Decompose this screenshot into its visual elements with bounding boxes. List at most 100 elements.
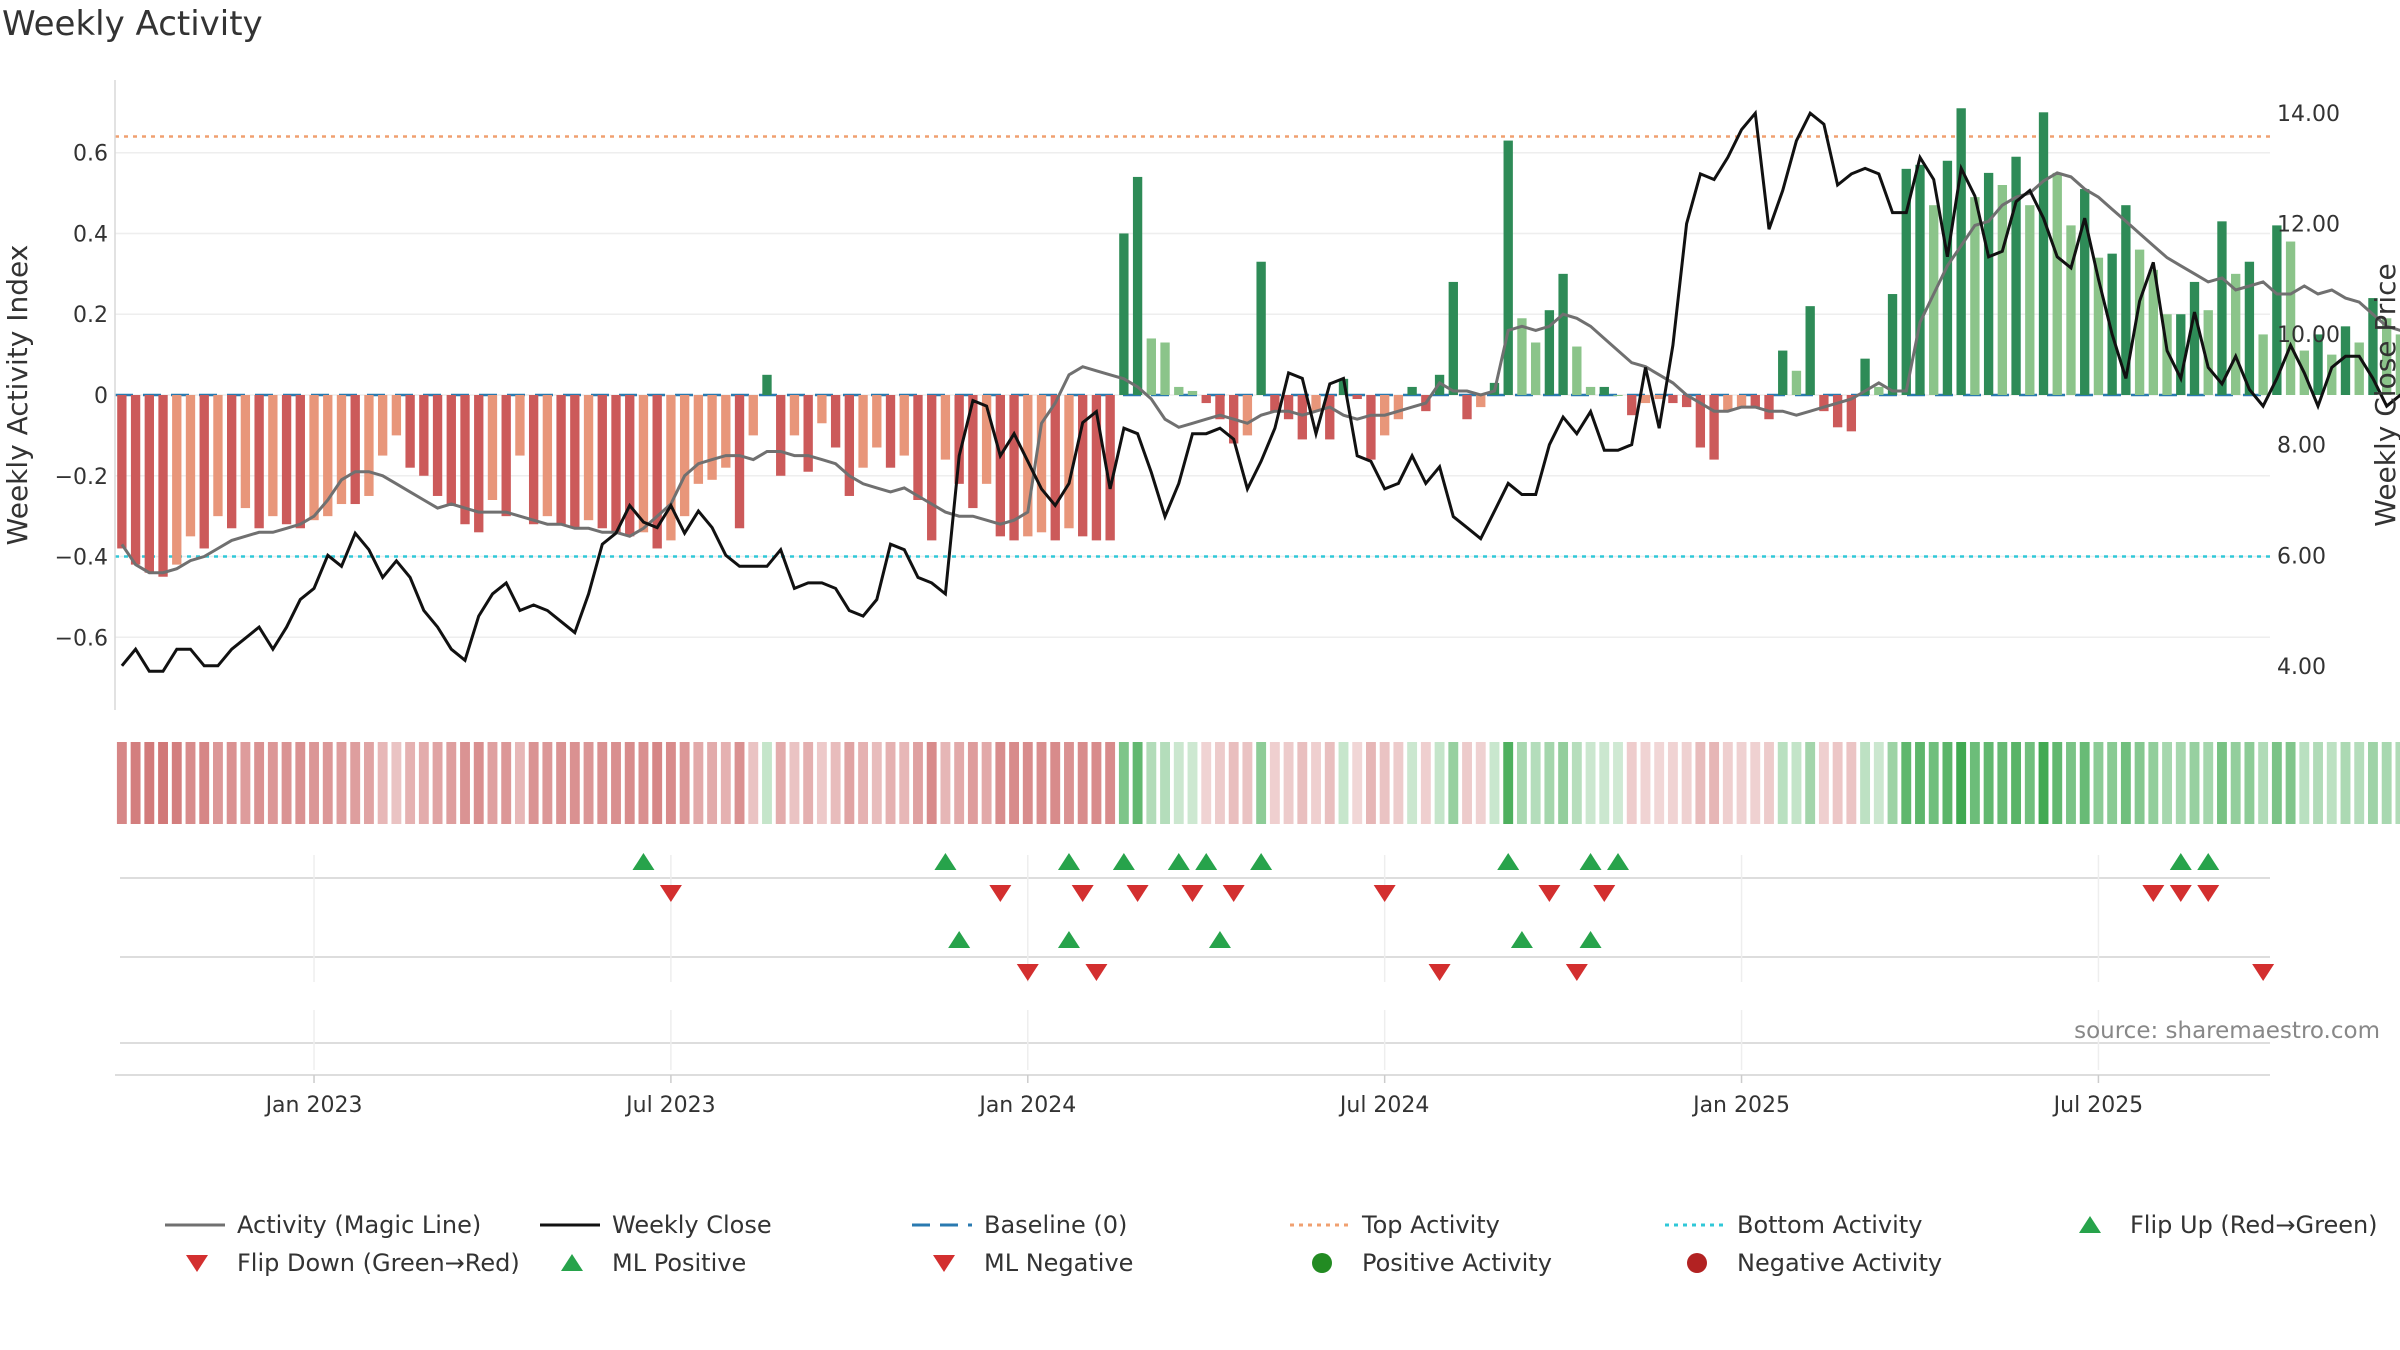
heat-cell — [693, 742, 704, 824]
heat-cell — [2230, 742, 2241, 824]
activity-bar — [1997, 185, 2008, 395]
legend-swatch — [1312, 1253, 1332, 1273]
activity-bar — [2080, 189, 2090, 395]
heat-cell — [1942, 742, 1953, 824]
heat-cell — [1640, 742, 1651, 824]
flip-up-marker — [2197, 853, 2220, 870]
activity-bar — [419, 395, 429, 476]
activity-bar — [872, 395, 882, 448]
heat-cell — [1022, 742, 1033, 824]
heat-cell — [926, 742, 937, 824]
heat-cell — [1887, 742, 1898, 824]
activity-bar — [721, 395, 731, 468]
x-tick-label: Jul 2023 — [624, 1093, 716, 1118]
activity-bar — [2134, 249, 2145, 395]
heat-cell — [967, 742, 978, 824]
activity-bar — [803, 395, 813, 472]
legend-item: Bottom Activity — [1665, 1211, 1922, 1239]
legend-label: ML Negative — [984, 1249, 1133, 1277]
activity-bar — [2025, 205, 2035, 395]
y-tick-label-right: 12.00 — [2277, 213, 2340, 238]
activity-bar — [2244, 261, 2255, 395]
heat-cell — [775, 742, 786, 824]
activity-bar — [734, 395, 745, 529]
heat-cell — [2148, 742, 2159, 824]
activity-bar — [1572, 346, 1582, 395]
signal-rows — [115, 853, 2275, 1076]
heat-cell — [638, 742, 649, 824]
activity-bar — [1078, 395, 1088, 537]
activity-bar — [1929, 205, 1939, 395]
heat-cell — [1928, 742, 1939, 824]
legend-label: Activity (Magic Line) — [237, 1211, 481, 1239]
heat-cell — [1311, 742, 1321, 824]
activity-bar — [377, 395, 388, 456]
activity-bar — [295, 395, 305, 529]
heat-cell — [1393, 742, 1404, 824]
activity-bar — [940, 395, 951, 460]
activity-bar — [1174, 386, 1184, 395]
heat-cell — [789, 742, 800, 824]
activity-bar — [1654, 395, 1664, 400]
heat-cell — [1064, 742, 1074, 824]
heat-cell — [1050, 742, 1061, 824]
activity-bar — [1325, 395, 1335, 440]
activity-bar — [1901, 168, 1911, 395]
heat-cell — [2340, 742, 2351, 824]
heat-cell — [487, 742, 498, 824]
activity-bar — [748, 395, 758, 436]
heat-cell — [871, 742, 882, 824]
heat-cell — [1997, 742, 2008, 824]
heat-cell — [1764, 742, 1774, 824]
heat-cell — [2107, 742, 2118, 824]
activity-bar — [2258, 334, 2268, 395]
activity-bar — [789, 395, 800, 436]
heat-cell — [1722, 742, 1733, 824]
heat-cell — [185, 742, 196, 824]
heat-cell — [816, 742, 827, 824]
flip-up-marker — [1167, 853, 1190, 870]
activity-bar — [1640, 395, 1651, 404]
heat-cell — [597, 742, 608, 824]
heat-cell — [2203, 742, 2214, 824]
heat-cell — [1338, 742, 1349, 824]
heat-cell — [707, 742, 718, 824]
heat-cell — [2354, 742, 2365, 824]
heat-cell — [1324, 742, 1335, 824]
heat-cell — [1736, 742, 1747, 824]
chart-title: Weekly Activity — [2, 4, 263, 44]
heat-cell — [1585, 742, 1596, 824]
activity-bar — [158, 395, 168, 577]
flip-up-marker — [1607, 853, 1630, 870]
activity-bar — [2066, 225, 2076, 395]
activity-bar — [405, 395, 415, 468]
heat-cell — [844, 742, 855, 824]
weekly-close-series — [120, 109, 2400, 673]
legend-label: Bottom Activity — [1737, 1211, 1922, 1239]
heat-cell — [1077, 742, 1088, 824]
activity-bar — [1242, 395, 1253, 436]
activity-bar — [1805, 306, 1815, 395]
activity-bar — [830, 395, 841, 448]
heat-cell — [2395, 742, 2400, 824]
heat-cell — [254, 742, 265, 824]
activity-bar — [1132, 176, 1143, 395]
activity-bar — [1709, 395, 1719, 460]
heat-cell — [748, 742, 759, 824]
activity-bar — [254, 395, 264, 529]
heat-cell — [144, 742, 155, 824]
heat-cell — [1132, 742, 1143, 824]
activity-bar — [364, 395, 374, 496]
flip-up-marker — [934, 853, 957, 870]
heat-cell — [885, 742, 896, 824]
heat-cell — [830, 742, 841, 824]
heat-cell — [1173, 742, 1184, 824]
heat-cell — [1242, 742, 1253, 824]
heat-cell — [1256, 742, 1267, 824]
heat-cell — [1201, 742, 1212, 824]
legend-item: Weekly Close — [540, 1211, 772, 1239]
activity-bar — [1942, 160, 1953, 395]
heat-cell — [2038, 742, 2049, 824]
heat-cell — [267, 742, 278, 824]
activity-bar — [1832, 395, 1843, 428]
